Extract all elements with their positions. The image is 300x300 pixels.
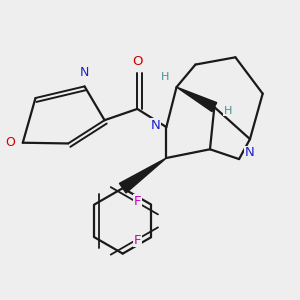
Text: O: O	[5, 136, 15, 149]
Polygon shape	[176, 87, 217, 112]
Text: N: N	[245, 146, 255, 159]
Text: F: F	[134, 195, 141, 208]
Text: F: F	[134, 234, 141, 247]
Text: H: H	[224, 106, 232, 116]
Text: N: N	[151, 119, 160, 132]
Text: O: O	[132, 55, 142, 68]
Text: N: N	[80, 66, 89, 79]
Text: H: H	[161, 72, 169, 82]
Polygon shape	[119, 158, 166, 193]
